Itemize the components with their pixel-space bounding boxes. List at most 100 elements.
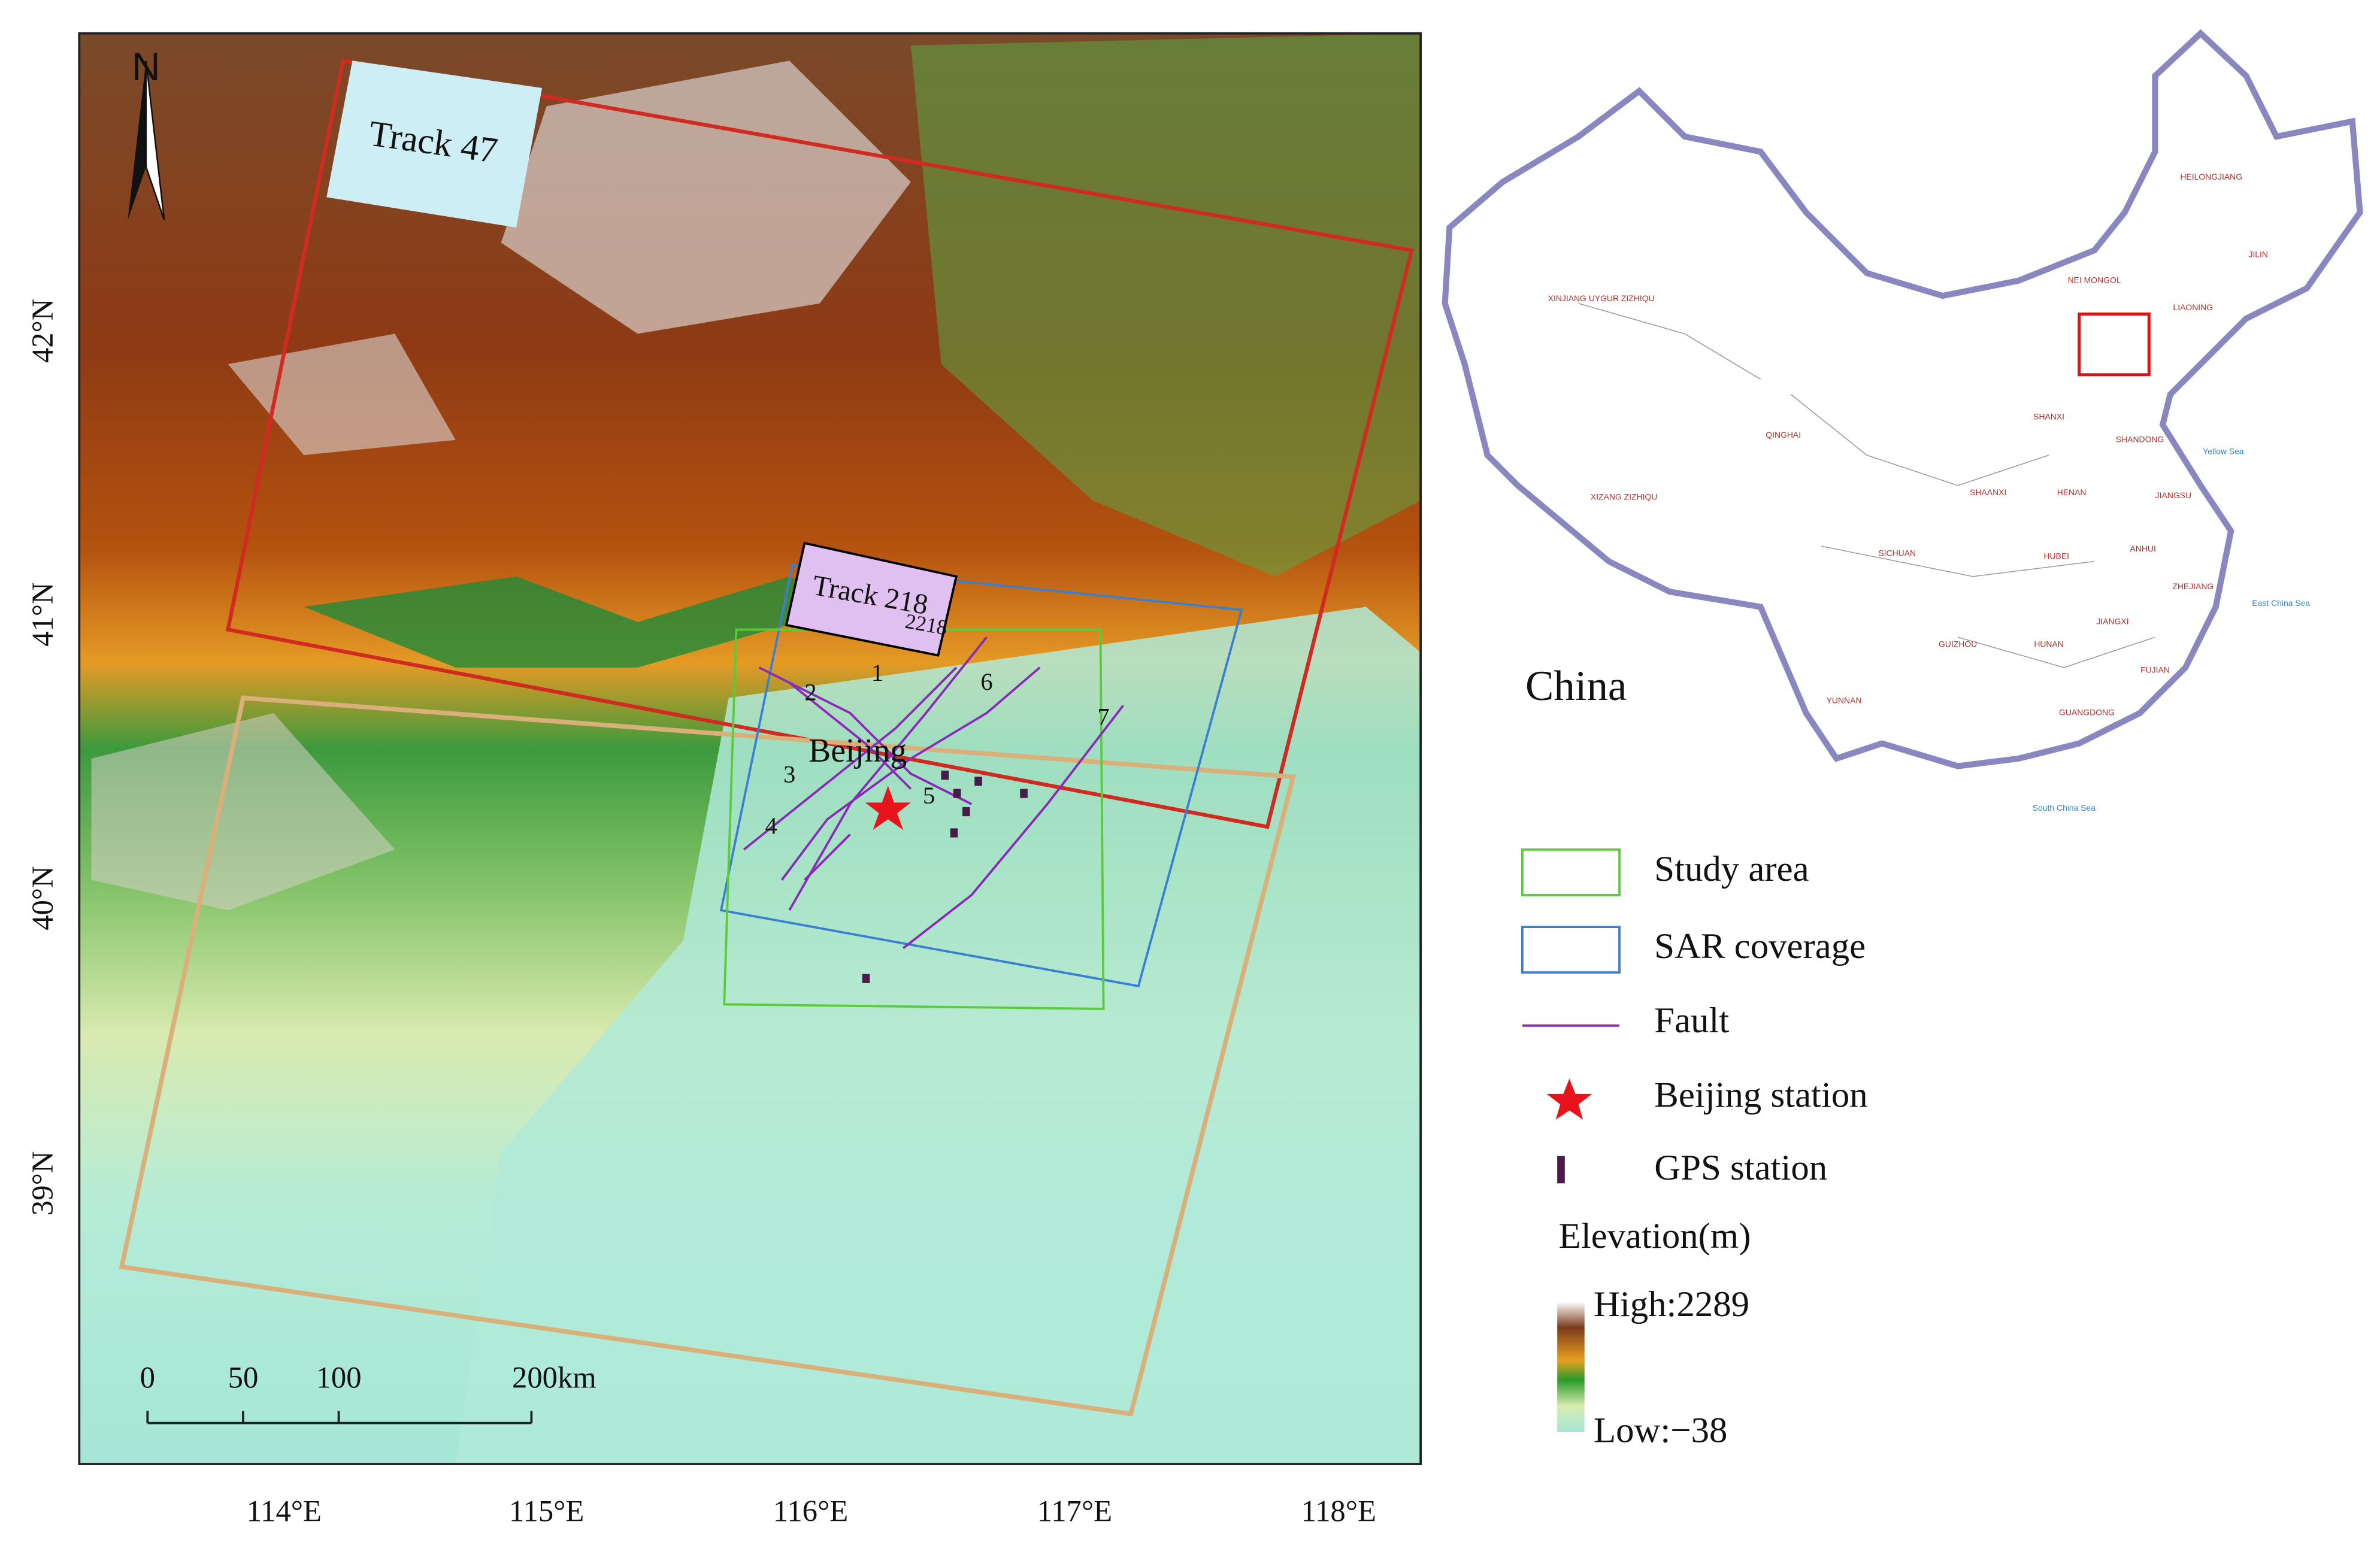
lon-label: 115°E <box>509 1494 584 1527</box>
fault <box>804 833 851 881</box>
inset-label: YUNNAN <box>1827 695 1862 705</box>
scale-label: 200km <box>512 1360 596 1394</box>
gps-station <box>950 828 958 838</box>
sar-coverage <box>719 563 1243 988</box>
fault-number: 7 <box>1097 703 1109 730</box>
inset-label: Yellow Sea <box>2203 447 2244 456</box>
high-terrain <box>501 60 911 334</box>
inset-label: JIANGSU <box>2155 490 2191 500</box>
inset-label: GUANGDONG <box>2059 708 2115 717</box>
scale-bar <box>146 1411 533 1424</box>
mountain-green <box>910 33 1421 577</box>
fault <box>780 666 1041 881</box>
elevation-high: High:2289 <box>1594 1284 1749 1324</box>
legend-sar <box>1521 926 1621 974</box>
fault <box>788 636 988 911</box>
fault <box>902 705 1125 950</box>
legend-label: Study area <box>1654 849 1809 889</box>
gps-station <box>974 777 982 786</box>
study-area-box <box>2078 312 2151 377</box>
legend-label: SAR coverage <box>1654 926 1866 966</box>
fault-number: 6 <box>980 668 992 695</box>
legend-label: Beijing station <box>1654 1075 1867 1115</box>
province-borders <box>1578 303 2155 668</box>
fault-number: 3 <box>783 761 795 788</box>
elevation-low: Low:−38 <box>1594 1410 1727 1450</box>
high-terrain <box>228 334 456 456</box>
north-label: N <box>132 44 161 89</box>
inset-title: China <box>1525 663 1627 710</box>
study-area <box>723 628 1105 1010</box>
scale-label: 100 <box>316 1360 362 1394</box>
inset-label: GUIZHOU <box>1939 639 1977 649</box>
fault <box>788 681 912 790</box>
fault-number: 1 <box>871 659 883 686</box>
elevation-ramp <box>1557 1301 1585 1432</box>
track-218-label-box <box>785 541 958 657</box>
fault-number: 4 <box>765 813 777 839</box>
gps-station <box>862 974 870 983</box>
plain <box>455 607 1421 1465</box>
faults <box>743 636 1125 950</box>
legend <box>1521 848 1621 1432</box>
inset-label: SICHUAN <box>1878 548 1916 557</box>
china-outline <box>1442 29 2363 769</box>
lon-label: 118°E <box>1301 1494 1376 1527</box>
inset-label: South China Sea <box>2033 803 2096 813</box>
lon-label: 116°E <box>773 1494 848 1527</box>
fault <box>758 666 972 805</box>
legend-label: Fault <box>1654 1001 1729 1041</box>
inset-label: SHAANXI <box>1970 487 2006 497</box>
dem-map <box>79 33 1421 1465</box>
inset-label: ZHEJIANG <box>2172 581 2214 591</box>
track-47-frame <box>225 58 1414 829</box>
north-arrow <box>128 60 146 220</box>
fault-number: 5 <box>923 782 935 809</box>
lat-label: 39°N <box>26 1151 59 1215</box>
lon-label: 117°E <box>1037 1494 1112 1527</box>
inset-label: FUJIAN <box>2140 665 2170 675</box>
city-label: Beijing <box>809 732 907 769</box>
inset-label: LIAONING <box>2173 302 2214 312</box>
inset-label: SHANXI <box>2033 411 2064 421</box>
inset-label: JIANGXI <box>2096 617 2128 626</box>
inset-label: QINGHAI <box>1766 430 1801 439</box>
legend-study-area <box>1521 848 1621 896</box>
lat-label: 41°N <box>26 582 59 647</box>
valley <box>304 576 850 668</box>
gps-station <box>941 771 949 780</box>
fault <box>743 666 958 851</box>
lon-label: 114°E <box>247 1494 322 1527</box>
beijing-star <box>865 786 911 830</box>
track-218-frame <box>119 695 1297 1417</box>
lat-label: 42°N <box>26 299 59 363</box>
inset-map <box>1442 29 2363 769</box>
gps-station <box>953 789 961 798</box>
legend-gps <box>1557 1156 1565 1184</box>
elevation-title: Elevation(m) <box>1559 1216 1751 1256</box>
scale-label: 0 <box>140 1360 155 1394</box>
inset-label: NEI MONGOL <box>2068 275 2121 284</box>
inset-label: East China Sea <box>2252 598 2310 608</box>
inset-label: HENAN <box>2057 487 2087 497</box>
inset-label: HUBEI <box>2043 551 2069 561</box>
inset-label: XINJIANG UYGUR ZIZHIQU <box>1548 293 1655 303</box>
track-47-label-box <box>326 60 543 228</box>
inset-label: HUNAN <box>2034 639 2064 649</box>
legend-star <box>1546 1078 1592 1120</box>
north-arrow <box>145 60 165 220</box>
legend-label: GPS station <box>1654 1148 1827 1188</box>
inset-label: HEILONGJIANG <box>2180 172 2242 181</box>
gps-stations <box>862 771 1028 983</box>
inset-label: SHANDONG <box>2116 434 2164 444</box>
inset-label: ANHUI <box>2130 544 2156 553</box>
gps-station <box>1020 789 1028 798</box>
inset-label: XIZANG ZIZHIQU <box>1591 492 1657 502</box>
inset-label: JILIN <box>2248 249 2268 259</box>
gps-station <box>962 807 970 817</box>
map-frame <box>78 32 1422 1465</box>
fault-number: 2 <box>804 679 816 706</box>
